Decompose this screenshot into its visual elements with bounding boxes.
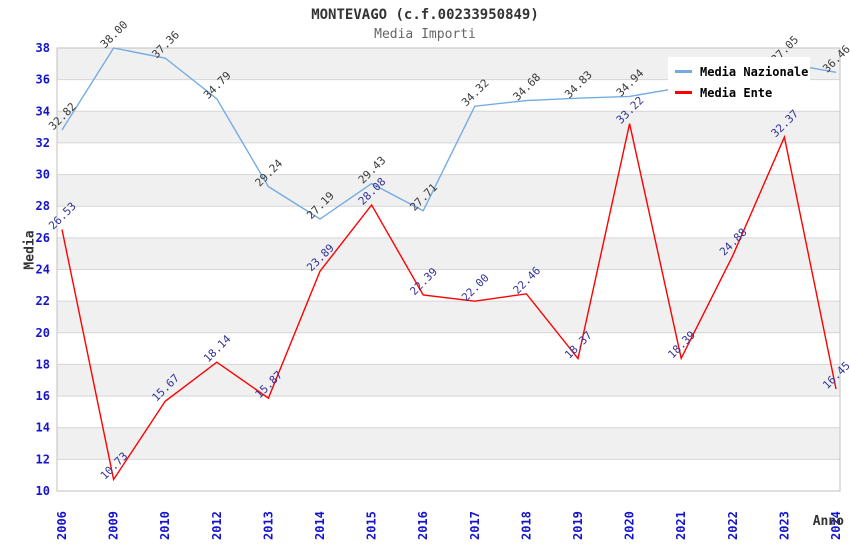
x-tick: 2014 [313, 511, 327, 540]
chart-title: MONTEVAGO (c.f.00233950849) [311, 7, 539, 23]
x-tick: 2013 [261, 511, 275, 540]
y-tick: 38 [36, 41, 50, 55]
y-tick: 18 [36, 357, 50, 371]
legend-line-swatch-ente [675, 91, 692, 94]
y-tick: 36 [36, 73, 50, 87]
y-tick-labels: 38 36 34 32 30 28 26 24 22 20 18 16 14 12 10 [36, 41, 50, 498]
x-tick: 2024 [829, 511, 843, 540]
legend-item-media-nazionale: Media Nazionale [675, 65, 810, 79]
y-tick: 20 [36, 326, 50, 340]
point-label: 38.00 [98, 18, 131, 51]
y-tick: 28 [36, 199, 50, 213]
y-tick: 30 [36, 168, 50, 182]
y-tick: 14 [36, 421, 50, 435]
legend-label-nazionale: Media Nazionale [700, 64, 809, 79]
series-line-media-ente [61, 123, 837, 482]
x-tick: 2006 [55, 511, 69, 540]
x-tick: 2015 [365, 511, 379, 540]
x-tick: 2016 [416, 511, 430, 540]
y-tick: 32 [36, 136, 50, 150]
point-label: 18.14 [201, 332, 234, 365]
x-axis-label: Anno [812, 514, 844, 529]
x-tick: 2010 [158, 511, 172, 540]
legend-label-ente: Media Ente [700, 85, 773, 100]
y-tick: 26 [36, 231, 50, 245]
point-label: 22.39 [407, 265, 440, 298]
x-tick: 2018 [519, 511, 533, 540]
y-tick: 16 [36, 389, 50, 403]
x-tick: 2020 [623, 511, 637, 540]
point-label: 34.32 [459, 76, 492, 109]
plot-bands [57, 48, 840, 460]
y-tick: 24 [36, 263, 50, 277]
x-tick-labels: 2006 2009 2010 2012 2013 2014 2015 2016 2017 2018… [55, 511, 843, 540]
legend-line-swatch-nazionale [675, 70, 692, 73]
y-axis-label: Media [22, 230, 38, 270]
x-tick: 2023 [777, 511, 791, 540]
y-tick: 22 [36, 294, 50, 308]
x-tick: 2022 [726, 511, 740, 540]
x-tick: 2019 [571, 511, 585, 540]
chart-subtitle: Media Importi [374, 27, 476, 42]
plot-border [56, 47, 841, 492]
y-tick: 10 [36, 484, 50, 498]
x-tick: 2017 [468, 511, 482, 540]
legend-item-media-ente: Media Ente [675, 86, 810, 100]
point-labels-media-ente: 26.5310.7315.6718.1415.8723.8928.0822.39… [46, 94, 850, 482]
y-tick: 34 [36, 104, 50, 118]
legend: Media Nazionale Media Ente [668, 57, 810, 107]
x-tick: 2012 [210, 511, 224, 540]
x-tick: 2009 [107, 511, 121, 540]
y-tick: 12 [36, 452, 50, 466]
x-tick: 2021 [674, 511, 688, 540]
